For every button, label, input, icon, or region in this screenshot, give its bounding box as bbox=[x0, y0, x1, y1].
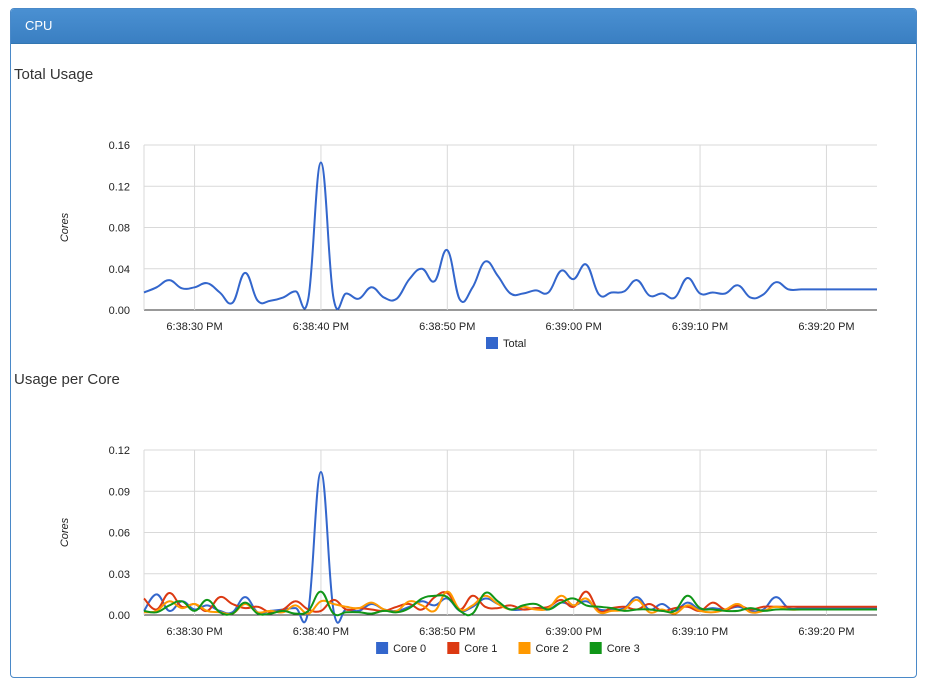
legend-swatch bbox=[589, 642, 602, 654]
usage-per-core-chart: 0.00 0.03 0.06 0.09 0.12 6:38:30 PM 6:38:40 PM… bbox=[59, 445, 877, 655]
y-tick-label: 0.00 bbox=[109, 305, 130, 317]
legend-label: Core 2 bbox=[536, 643, 569, 655]
series-line-core-0 bbox=[143, 471, 877, 624]
y-tick-label: 0.12 bbox=[109, 181, 130, 193]
x-tick-label: 6:38:40 PM bbox=[293, 321, 349, 333]
legend-swatch bbox=[518, 642, 531, 654]
x-tick-label: 6:38:40 PM bbox=[293, 626, 349, 638]
total-usage-chart: 0.00 0.04 0.08 0.12 0.16 6:38:30 PM 6:38:40 PM… bbox=[59, 140, 878, 350]
x-tick-label: 6:38:30 PM bbox=[166, 321, 222, 333]
y-tick-label: 0.03 bbox=[109, 569, 130, 581]
y-tick-label: 0.16 bbox=[109, 140, 130, 152]
y-tick-label: 0.12 bbox=[109, 445, 130, 457]
grid bbox=[144, 144, 877, 311]
y-axis-label: Cores bbox=[59, 517, 71, 547]
x-tick-label: 6:39:10 PM bbox=[672, 321, 728, 333]
usage-per-core-title: Usage per Core bbox=[14, 371, 120, 388]
legend-label: Core 0 bbox=[393, 643, 426, 655]
legend-label: Core 1 bbox=[464, 643, 497, 655]
x-tick-label: 6:39:00 PM bbox=[546, 321, 602, 333]
y-tick-label: 0.04 bbox=[109, 264, 130, 276]
legend-swatch bbox=[447, 642, 460, 654]
x-tick-label: 6:39:00 PM bbox=[546, 626, 602, 638]
y-tick-label: 0.08 bbox=[109, 223, 130, 235]
legend: Total bbox=[486, 337, 526, 350]
x-tick-label: 6:38:50 PM bbox=[419, 321, 475, 333]
x-tick-label: 6:39:20 PM bbox=[798, 321, 854, 333]
panel-title: CPU bbox=[11, 9, 916, 44]
legend-label: Total bbox=[503, 338, 526, 350]
y-axis-label: Cores bbox=[59, 212, 71, 242]
y-tick-label: 0.09 bbox=[109, 486, 130, 498]
legend-label: Core 3 bbox=[607, 643, 640, 655]
x-tick-label: 6:38:50 PM bbox=[419, 626, 475, 638]
x-tick-label: 6:39:20 PM bbox=[798, 626, 854, 638]
y-tick-label: 0.00 bbox=[109, 610, 130, 622]
x-tick-label: 6:38:30 PM bbox=[166, 626, 222, 638]
y-tick-label: 0.06 bbox=[109, 528, 130, 540]
series-line-total bbox=[143, 161, 878, 310]
x-tick-label: 6:39:10 PM bbox=[672, 626, 728, 638]
total-usage-title: Total Usage bbox=[14, 66, 94, 83]
grid bbox=[144, 449, 877, 616]
legend: Core 0 Core 1 Core 2 Core 3 bbox=[376, 642, 640, 655]
cpu-panel: CPU bbox=[10, 8, 917, 678]
legend-swatch bbox=[376, 642, 389, 654]
series-line-core-3 bbox=[143, 590, 877, 617]
legend-swatch bbox=[486, 337, 498, 349]
